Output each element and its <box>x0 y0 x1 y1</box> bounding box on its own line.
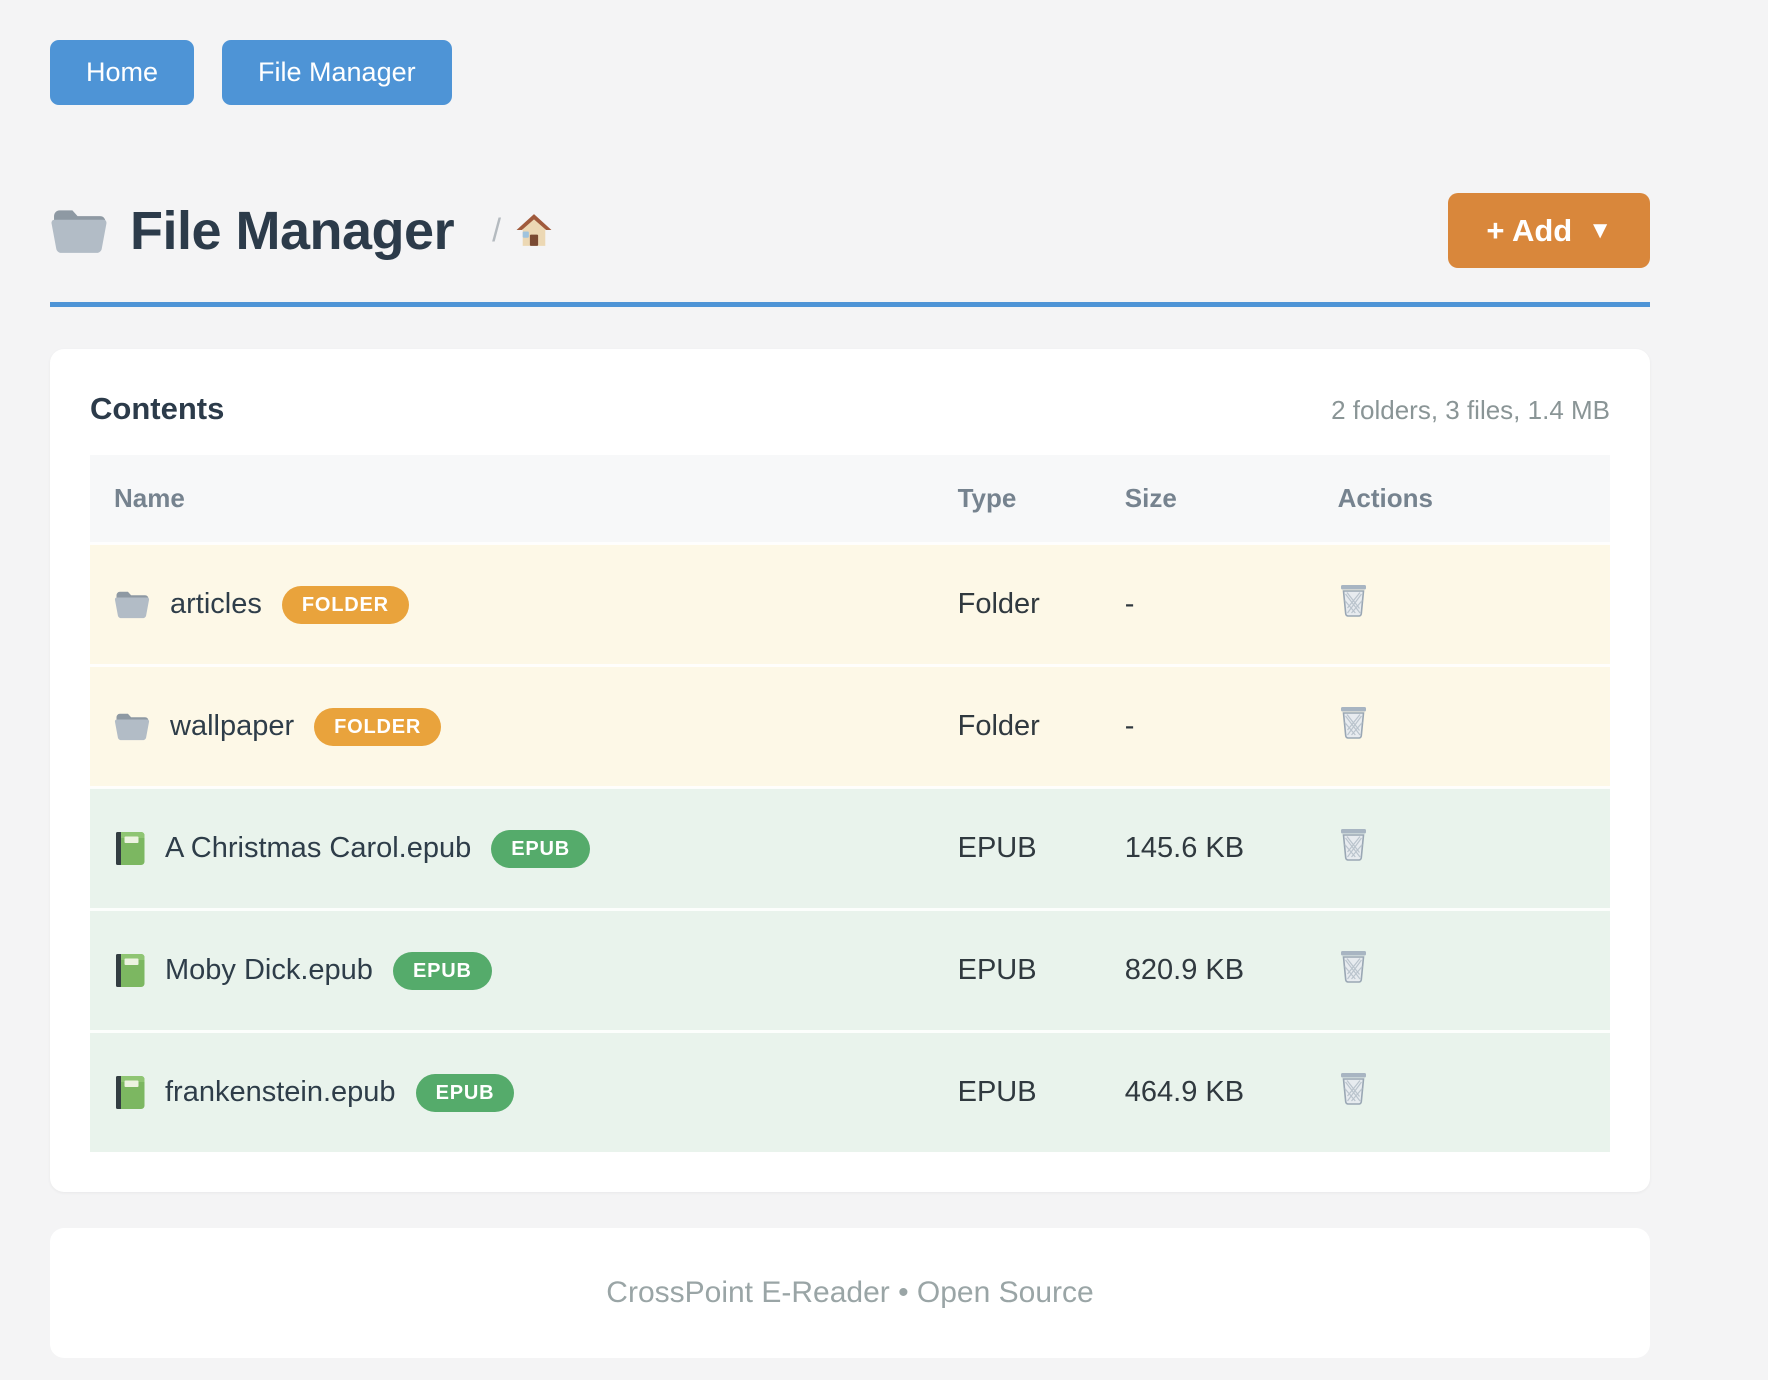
row-name: Moby Dick.epub <box>165 954 373 986</box>
book-icon <box>114 1075 145 1110</box>
contents-title: Contents <box>90 391 225 426</box>
page-header: File Manager / + Add ▼ <box>50 193 1650 268</box>
type-badge: EPUB <box>415 1073 515 1112</box>
row-name: articles <box>170 588 262 620</box>
book-icon <box>114 831 145 866</box>
row-name: A Christmas Carol.epub <box>165 832 472 864</box>
row-size: 145.6 KB <box>1124 832 1245 864</box>
add-button-label: + Add <box>1486 213 1573 248</box>
contents-summary: 2 folders, 3 files, 1.4 MB <box>1331 395 1610 425</box>
header-divider <box>50 302 1650 307</box>
page-title: File Manager <box>130 200 455 261</box>
trash-icon <box>1338 949 1369 984</box>
trash-icon <box>1338 583 1369 618</box>
column-header-name: Name <box>90 455 934 544</box>
table-row[interactable]: A Christmas Carol.epub EPUB EPUB 145.6 K… <box>90 787 1610 910</box>
row-size: 820.9 KB <box>1124 954 1245 986</box>
type-badge: EPUB <box>392 951 492 990</box>
column-header-size: Size <box>1100 455 1314 544</box>
delete-button[interactable] <box>1338 583 1369 618</box>
table-row[interactable]: articles FOLDER Folder - <box>90 543 1610 666</box>
file-table-body: articles FOLDER Folder - wallpaper FOLDE… <box>90 543 1610 1152</box>
delete-button[interactable] <box>1338 827 1369 862</box>
folder-icon <box>50 206 108 256</box>
folder-icon <box>114 711 150 742</box>
table-row[interactable]: Moby Dick.epub EPUB EPUB 820.9 KB <box>90 909 1610 1032</box>
row-name: wallpaper <box>170 710 295 742</box>
row-type: EPUB <box>957 832 1037 864</box>
folder-icon <box>114 589 150 620</box>
type-badge: EPUB <box>491 829 591 868</box>
row-size: 464.9 KB <box>1124 1076 1245 1108</box>
house-icon[interactable] <box>515 213 553 248</box>
trash-icon <box>1338 1071 1369 1106</box>
trash-icon <box>1338 705 1369 740</box>
breadcrumb-separator: / <box>492 212 501 248</box>
book-icon <box>114 953 145 988</box>
row-type: EPUB <box>957 1076 1037 1108</box>
top-nav: Home File Manager <box>50 40 1650 105</box>
breadcrumb: / <box>492 212 553 249</box>
nav-home-button[interactable]: Home <box>50 40 195 105</box>
add-dropdown-button[interactable]: + Add ▼ <box>1448 193 1650 268</box>
trash-icon <box>1338 827 1369 862</box>
chevron-down-icon: ▼ <box>1588 216 1612 244</box>
table-row[interactable]: frankenstein.epub EPUB EPUB 464.9 KB <box>90 1031 1610 1152</box>
type-badge: FOLDER <box>314 707 442 746</box>
delete-button[interactable] <box>1338 1071 1369 1106</box>
delete-button[interactable] <box>1338 705 1369 740</box>
row-size: - <box>1124 710 1135 742</box>
row-type: EPUB <box>957 954 1037 986</box>
delete-button[interactable] <box>1338 949 1369 984</box>
row-type: Folder <box>957 588 1040 620</box>
table-header-row: Name Type Size Actions <box>90 455 1610 544</box>
footer-card: CrossPoint E-Reader • Open Source <box>50 1228 1650 1358</box>
file-table: Name Type Size Actions articles FOLDER F… <box>90 455 1610 1152</box>
column-header-type: Type <box>933 455 1101 544</box>
footer-text: CrossPoint E-Reader • Open Source <box>606 1276 1094 1309</box>
row-type: Folder <box>957 710 1040 742</box>
type-badge: FOLDER <box>281 585 409 624</box>
row-size: - <box>1124 588 1135 620</box>
table-row[interactable]: wallpaper FOLDER Folder - <box>90 665 1610 788</box>
nav-file-manager-button[interactable]: File Manager <box>222 40 452 105</box>
column-header-actions: Actions <box>1313 455 1610 544</box>
page: Home File Manager File Manager / + Add ▼… <box>50 0 1650 1358</box>
row-name: frankenstein.epub <box>165 1076 396 1108</box>
contents-card: Contents 2 folders, 3 files, 1.4 MB Name… <box>50 349 1650 1192</box>
